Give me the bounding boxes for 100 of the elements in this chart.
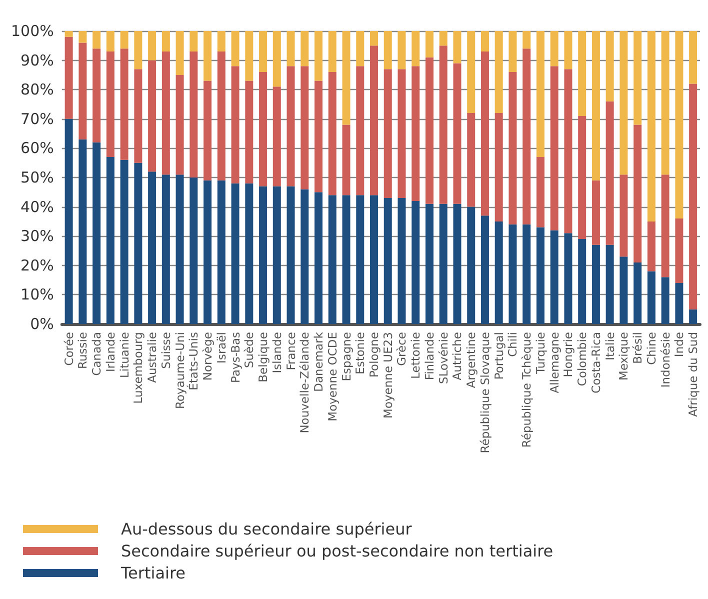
bar	[425, 31, 434, 58]
bar	[467, 206, 476, 324]
bar	[647, 221, 656, 272]
bar	[536, 31, 544, 157]
bar	[439, 204, 448, 324]
bar	[689, 309, 698, 324]
bar	[564, 31, 572, 70]
y-tick-label: 70%	[20, 110, 54, 128]
bar	[272, 31, 281, 87]
bar	[356, 195, 364, 324]
bar	[508, 72, 517, 224]
bar	[480, 216, 489, 324]
bar	[162, 52, 170, 175]
bar	[384, 198, 392, 324]
x-tick-label: République Tchèque	[520, 332, 534, 448]
bar	[64, 36, 73, 119]
bar	[342, 31, 350, 125]
bar	[425, 204, 434, 324]
bar	[176, 31, 184, 75]
bar	[592, 244, 600, 324]
bar	[689, 31, 698, 84]
bar	[78, 42, 87, 140]
x-tick-label: Hongrie	[561, 332, 576, 378]
x-tick-label: Irlande	[103, 332, 118, 372]
bar	[217, 52, 226, 180]
bar	[384, 31, 392, 70]
bar	[675, 31, 684, 219]
x-tick-label: Norvège	[200, 332, 215, 381]
bar	[384, 69, 392, 198]
bar	[370, 31, 378, 46]
bar	[592, 180, 600, 245]
bar	[564, 233, 572, 324]
bar	[494, 31, 503, 114]
bar	[370, 46, 378, 196]
bar	[204, 31, 212, 81]
x-tick-label: Chine	[644, 332, 658, 365]
x-tick-label: Portugal	[492, 332, 506, 380]
bar	[245, 183, 254, 324]
bar	[328, 72, 336, 196]
bar	[634, 124, 642, 262]
x-tick-label: Italie	[602, 332, 617, 360]
bar	[508, 224, 517, 324]
bar	[314, 80, 323, 192]
legend-label: Secondaire supérieur ou post-secondaire non tertiaire	[121, 542, 554, 560]
bar	[286, 66, 295, 186]
bar	[508, 31, 517, 72]
y-tick-label: 10%	[20, 286, 54, 304]
x-tick-label: Mexique	[616, 332, 631, 380]
x-tick-label: Grèce	[394, 332, 409, 366]
bar	[480, 52, 489, 216]
bar	[689, 84, 698, 310]
y-tick-label: 90%	[20, 51, 54, 70]
bar	[148, 172, 156, 324]
bar	[134, 69, 142, 163]
x-tick-label: Moyenne UE23	[380, 332, 395, 418]
bar	[661, 174, 670, 278]
bar	[92, 142, 101, 324]
bar	[522, 48, 531, 224]
bar	[78, 139, 87, 324]
bar	[675, 282, 684, 324]
bar	[536, 156, 544, 228]
bar	[190, 52, 198, 178]
x-tick-label: Nouvelle-Zélande	[298, 332, 312, 434]
bar	[578, 31, 586, 116]
bar	[453, 63, 462, 204]
bar	[494, 113, 503, 222]
bar	[92, 31, 101, 49]
x-tick-label: Russie	[76, 332, 90, 370]
bar	[356, 66, 364, 196]
bar	[217, 31, 226, 52]
bar	[578, 239, 586, 324]
bar	[106, 52, 114, 157]
bar	[134, 162, 142, 324]
bar	[550, 230, 558, 324]
x-tick-label: Inde	[672, 332, 686, 358]
bar	[286, 31, 295, 66]
x-tick-label: Chili	[506, 332, 520, 357]
bar	[120, 160, 128, 324]
bar	[661, 277, 670, 324]
bar	[398, 198, 406, 324]
x-tick-label: Belgique	[256, 332, 270, 382]
bar	[272, 86, 281, 186]
x-tick-label: Lituanie	[117, 332, 132, 378]
bar	[412, 31, 420, 66]
x-tick-label: Canada	[90, 332, 104, 376]
x-tick-label: Costa-Rica	[588, 332, 603, 394]
bar	[328, 31, 336, 72]
bar	[536, 227, 544, 324]
bar	[204, 80, 212, 180]
x-tick-label: Suède	[242, 332, 256, 368]
bar	[162, 174, 170, 324]
bar	[134, 31, 142, 70]
x-tick-label: Pologne	[367, 332, 382, 378]
bar	[634, 31, 642, 125]
bar	[259, 186, 268, 324]
bar	[231, 66, 240, 184]
y-tick-label: 40%	[20, 198, 54, 216]
x-tick-label: Espagne	[339, 332, 354, 382]
x-tick-label: Lettonie	[408, 332, 423, 379]
bar	[647, 271, 656, 324]
